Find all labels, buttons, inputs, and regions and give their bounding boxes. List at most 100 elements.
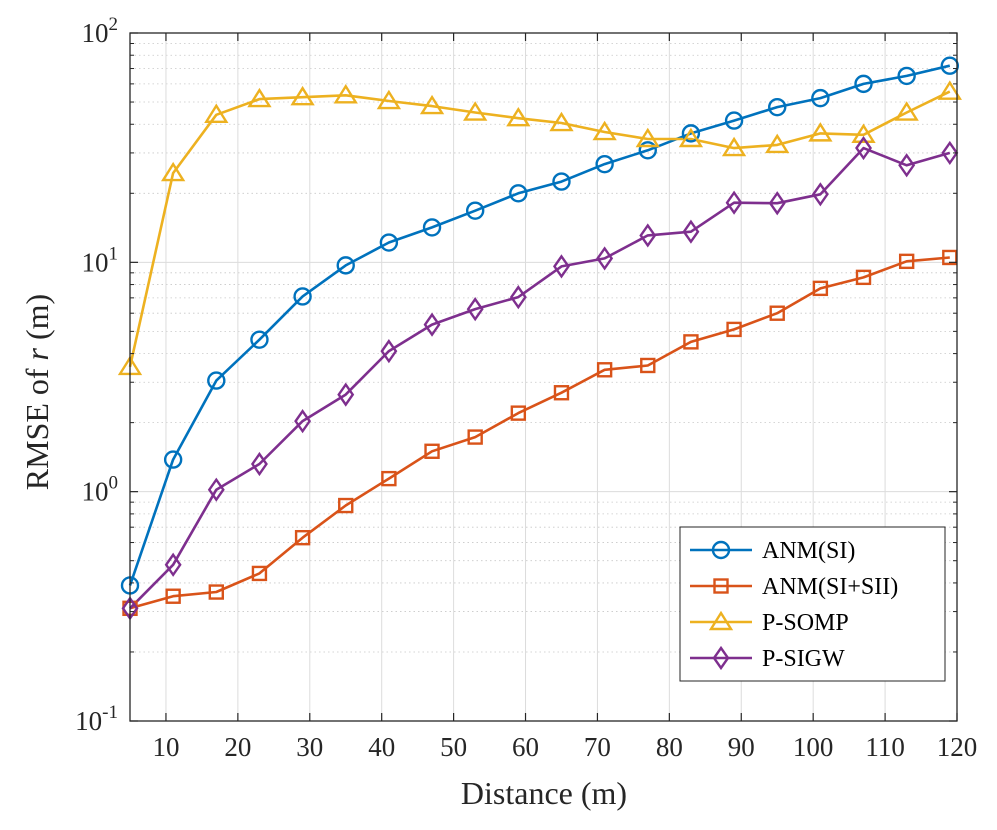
data-point-anm-si-sii [553, 385, 570, 401]
data-point-anm-si-sii [683, 334, 699, 350]
data-point-anm-si-sii [640, 357, 656, 374]
data-point-anm-si [422, 218, 442, 237]
x-tick-label: 20 [224, 732, 251, 762]
data-point-anm-si [293, 287, 312, 306]
data-point-p-somp [765, 133, 790, 154]
data-point-p-sigw [725, 190, 743, 215]
data-point-p-somp [721, 136, 747, 157]
data-point-p-sigw [941, 140, 959, 166]
x-tick-label: 80 [656, 732, 683, 762]
data-point-anm-si [811, 88, 830, 108]
x-tick-label: 90 [728, 732, 755, 762]
legend-entry-anm-si-sii: ANM(SI+SII) [690, 574, 898, 600]
series-markers-p-somp [117, 80, 962, 376]
series-markers-anm-si [120, 56, 960, 595]
x-tick-label: 60 [512, 732, 539, 762]
data-point-p-somp [851, 123, 876, 143]
data-point-p-somp [506, 106, 531, 127]
legend-entry-anm-si: ANM(SI) [690, 538, 855, 564]
y-axis-label-suffix: (m) [19, 294, 55, 348]
data-point-p-somp [937, 80, 962, 100]
axis-ticks [130, 32, 958, 722]
data-point-p-sigw [768, 191, 786, 216]
data-point-p-somp [463, 101, 488, 121]
data-point-p-sigw [596, 246, 614, 271]
x-tick-label: 70 [584, 732, 611, 762]
y-tick-exponent: 1 [109, 243, 119, 264]
data-point-anm-si-sii [381, 470, 397, 487]
data-point-p-sigw [294, 409, 312, 434]
data-point-p-sigw [380, 339, 398, 364]
legend-label-p-sigw: P-SIGW [762, 646, 845, 672]
y-tick-exponent: 2 [109, 14, 119, 35]
y-tick-base: 10 [82, 247, 109, 277]
y-tick-base: 10 [82, 18, 109, 48]
x-tick-label: 110 [865, 732, 905, 762]
x-tick-label: 10 [152, 732, 179, 762]
x-tick-label: 30 [296, 732, 323, 762]
y-tick-label: 102 [82, 14, 119, 48]
data-point-anm-si-sii [596, 362, 613, 378]
data-point-p-somp [592, 120, 617, 141]
y-axis-label-variable: r [19, 347, 55, 360]
data-point-anm-si [638, 141, 657, 160]
data-point-p-sigw [423, 312, 441, 337]
data-point-anm-si [897, 66, 916, 86]
data-point-anm-si [595, 154, 614, 174]
legend: ANM(SI) ANM(SI+SII) P-SOMP P-SIGW [679, 526, 946, 682]
y-tick-label: 101 [82, 243, 119, 277]
data-point-anm-si [465, 201, 485, 220]
data-point-anm-si-sii [510, 405, 527, 421]
data-point-p-sigw [682, 219, 700, 244]
data-point-p-somp [678, 127, 704, 148]
x-tick-label: 100 [793, 732, 834, 762]
y-tick-exponent: 0 [109, 473, 119, 494]
data-point-anm-si-sii [769, 305, 785, 321]
data-point-anm-si-sii [726, 321, 742, 338]
data-point-anm-si-sii [812, 280, 829, 297]
data-point-p-somp [160, 161, 186, 182]
data-point-anm-si-sii [251, 565, 268, 582]
legend-label-p-somp: P-SOMP [762, 610, 849, 636]
data-point-p-somp [635, 127, 660, 148]
x-tick-labels: 10 20 30 40 50 60 70 80 90 100 110 120 [152, 732, 977, 762]
y-tick-label: 10-1 [75, 702, 118, 736]
data-point-anm-si [250, 330, 269, 349]
x-tick-label: 120 [937, 732, 978, 762]
legend-entry-p-somp: P-SOMP [690, 610, 849, 636]
data-point-anm-si [854, 74, 873, 94]
data-point-p-somp [549, 111, 574, 132]
data-point-anm-si-sii [467, 429, 483, 445]
data-point-p-sigw [553, 254, 570, 279]
x-axis-label: Distance (m) [461, 775, 627, 811]
data-point-p-somp [376, 89, 402, 110]
data-point-p-sigw [855, 135, 872, 161]
data-point-anm-si [681, 124, 701, 143]
data-point-anm-si-sii [855, 269, 872, 286]
y-tick-exponent: -1 [102, 702, 118, 723]
data-point-p-somp [808, 122, 833, 142]
data-point-p-sigw [811, 182, 829, 207]
x-tick-label: 50 [440, 732, 467, 762]
data-point-anm-si [509, 184, 528, 203]
data-point-p-somp [333, 84, 358, 104]
series-markers [117, 56, 962, 621]
legend-entry-p-sigw: P-SIGW [690, 645, 845, 672]
legend-box [679, 526, 946, 682]
data-point-anm-si-sii [424, 443, 440, 459]
data-point-p-sigw [509, 285, 527, 310]
legend-marker-anm-si-sii [713, 578, 729, 594]
y-axis-label: RMSE of r (m) [19, 294, 55, 490]
data-point-p-somp [247, 87, 272, 108]
x-tick-label: 40 [368, 732, 395, 762]
data-point-anm-si-sii [898, 253, 915, 270]
plot-border [129, 32, 958, 722]
data-point-anm-si [552, 172, 571, 191]
y-tick-label: 100 [82, 473, 119, 507]
legend-label-anm-si: ANM(SI) [762, 538, 855, 564]
data-point-p-somp [894, 101, 919, 121]
series-markers-p-sigw [121, 135, 959, 621]
data-point-p-sigw [207, 477, 225, 502]
data-point-p-sigw [898, 153, 916, 178]
